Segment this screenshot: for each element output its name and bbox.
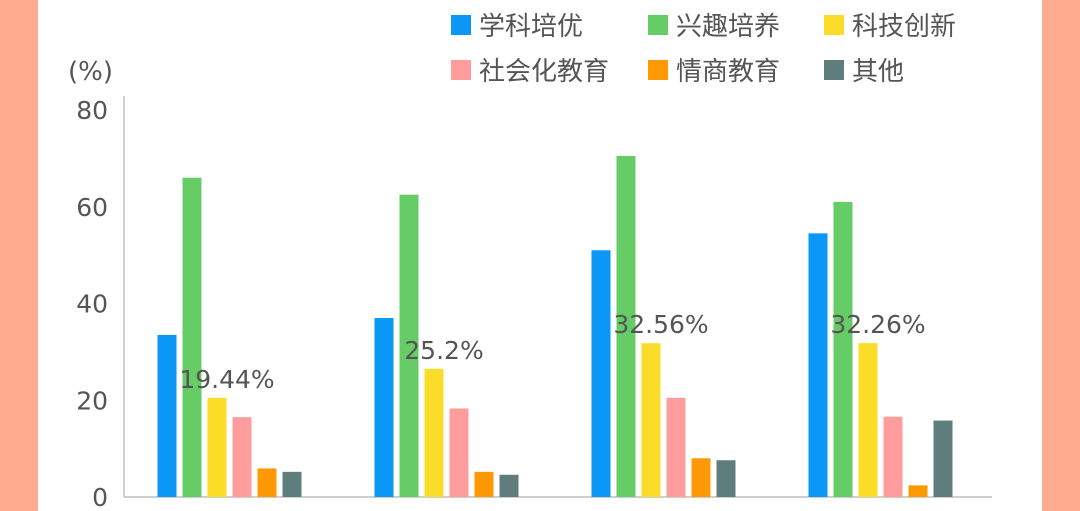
bar-series-1-group-0 [182,177,202,497]
bars [157,155,953,498]
bar-series-0-group-3 [808,233,828,497]
y-tick-label: 40 [76,290,108,319]
y-tick-label: 20 [76,386,108,415]
bar-series-3-group-3 [883,416,903,497]
bar-series-2-group-0 [207,397,227,497]
bar-series-1-group-3 [833,201,853,497]
bar-series-3-group-0 [232,417,252,497]
bar-series-3-group-1 [449,408,469,497]
legend-label: 社会化教育 [479,57,609,87]
y-tick-label: 0 [92,483,108,511]
bar-series-3-group-2 [666,397,686,497]
y-axis-ticks: 0 20 40 60 80 [76,96,108,511]
bar-series-4-group-1 [474,471,494,497]
bar-series-2-group-1 [424,368,444,497]
bar-series-5-group-2 [716,460,736,497]
legend-swatch [824,60,844,80]
legend-label: 其他 [852,57,904,87]
bar-series-5-group-1 [499,474,519,497]
legend-swatch [451,60,471,80]
annotations: 19.44% 25.2% 32.56% 32.26% [179,310,925,394]
annotation-label: 19.44% [179,365,274,394]
bar-series-2-group-3 [858,343,878,497]
bar-series-4-group-2 [691,458,711,497]
bar-series-2-group-2 [641,343,661,497]
y-tick-label: 60 [76,193,108,222]
legend-label: 兴趣培养 [676,12,780,42]
bar-series-5-group-3 [933,420,953,497]
legend-label: 情商教育 [676,57,780,87]
annotation-label: 25.2% [404,336,483,365]
legend-swatch [451,15,471,35]
annotation-label: 32.56% [613,310,708,339]
legend-swatch [648,60,668,80]
legend-label: 学科培优 [479,12,583,42]
chart-panel: 学科培优 兴趣培养 科技创新社会化教育 情商教育 其他 (%) 0 20 40 60 80 19… [38,0,1042,511]
legend-swatch [648,15,668,35]
bar-series-0-group-2 [591,250,611,497]
bar-series-1-group-1 [399,194,419,497]
bar-series-5-group-0 [282,471,302,497]
annotation-label: 32.26% [830,310,925,339]
bar-series-4-group-0 [257,468,277,497]
legend-label: 科技创新 [852,12,956,42]
bar-series-1-group-2 [616,155,636,498]
y-axis-unit-label: (%) [68,57,113,87]
bar-series-0-group-0 [157,334,177,497]
legend-swatch [824,15,844,35]
bar-series-0-group-1 [374,318,394,497]
y-tick-label: 80 [76,96,108,125]
bar-series-4-group-3 [908,485,928,497]
